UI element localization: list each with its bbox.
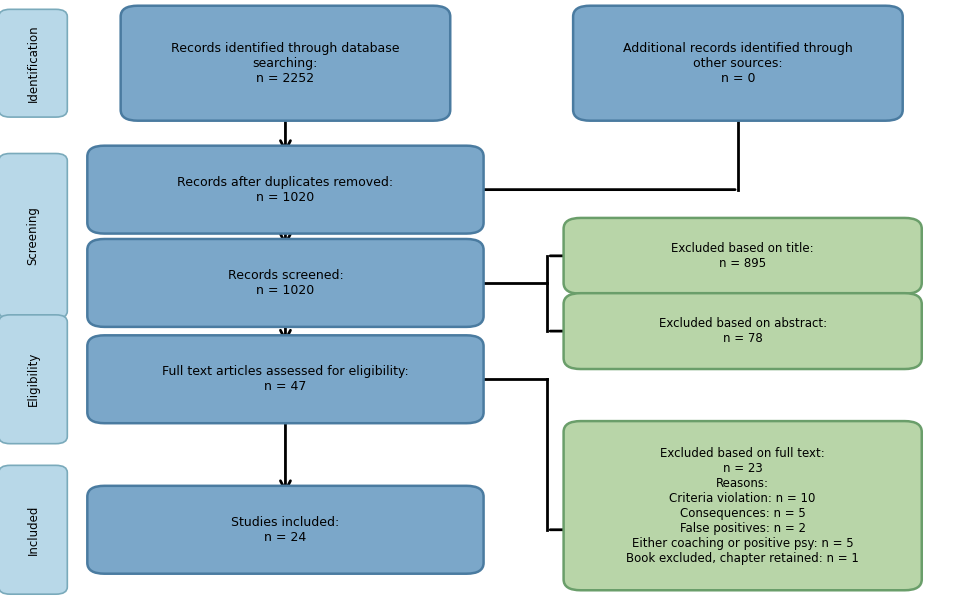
Text: Records after duplicates removed:
n = 1020: Records after duplicates removed: n = 10…	[177, 176, 393, 203]
FancyBboxPatch shape	[87, 335, 483, 423]
Text: Excluded based on title:
n = 895: Excluded based on title: n = 895	[672, 242, 814, 270]
FancyBboxPatch shape	[0, 154, 67, 318]
Text: Included: Included	[27, 504, 39, 555]
Text: Excluded based on full text:
n = 23
Reasons:
Criteria violation: n = 10
Conseque: Excluded based on full text: n = 23 Reas…	[626, 447, 859, 565]
Text: Excluded based on abstract:
n = 78: Excluded based on abstract: n = 78	[658, 317, 827, 345]
Text: Records screened:
n = 1020: Records screened: n = 1020	[228, 269, 344, 297]
Text: Studies included:
n = 24: Studies included: n = 24	[232, 516, 340, 544]
Text: Screening: Screening	[27, 206, 39, 265]
Text: Full text articles assessed for eligibility:
n = 47: Full text articles assessed for eligibil…	[162, 365, 409, 393]
FancyBboxPatch shape	[573, 6, 902, 120]
FancyBboxPatch shape	[564, 421, 922, 590]
FancyBboxPatch shape	[0, 9, 67, 117]
FancyBboxPatch shape	[0, 465, 67, 594]
Text: Records identified through database
searching:
n = 2252: Records identified through database sear…	[171, 42, 400, 85]
FancyBboxPatch shape	[87, 486, 483, 574]
FancyBboxPatch shape	[87, 239, 483, 327]
Text: Additional records identified through
other sources:
n = 0: Additional records identified through ot…	[623, 42, 853, 85]
FancyBboxPatch shape	[564, 293, 922, 369]
Text: Identification: Identification	[27, 25, 39, 102]
FancyBboxPatch shape	[564, 218, 922, 294]
FancyBboxPatch shape	[0, 315, 67, 444]
FancyBboxPatch shape	[121, 6, 450, 120]
Text: Eligibility: Eligibility	[27, 352, 39, 406]
FancyBboxPatch shape	[87, 146, 483, 234]
